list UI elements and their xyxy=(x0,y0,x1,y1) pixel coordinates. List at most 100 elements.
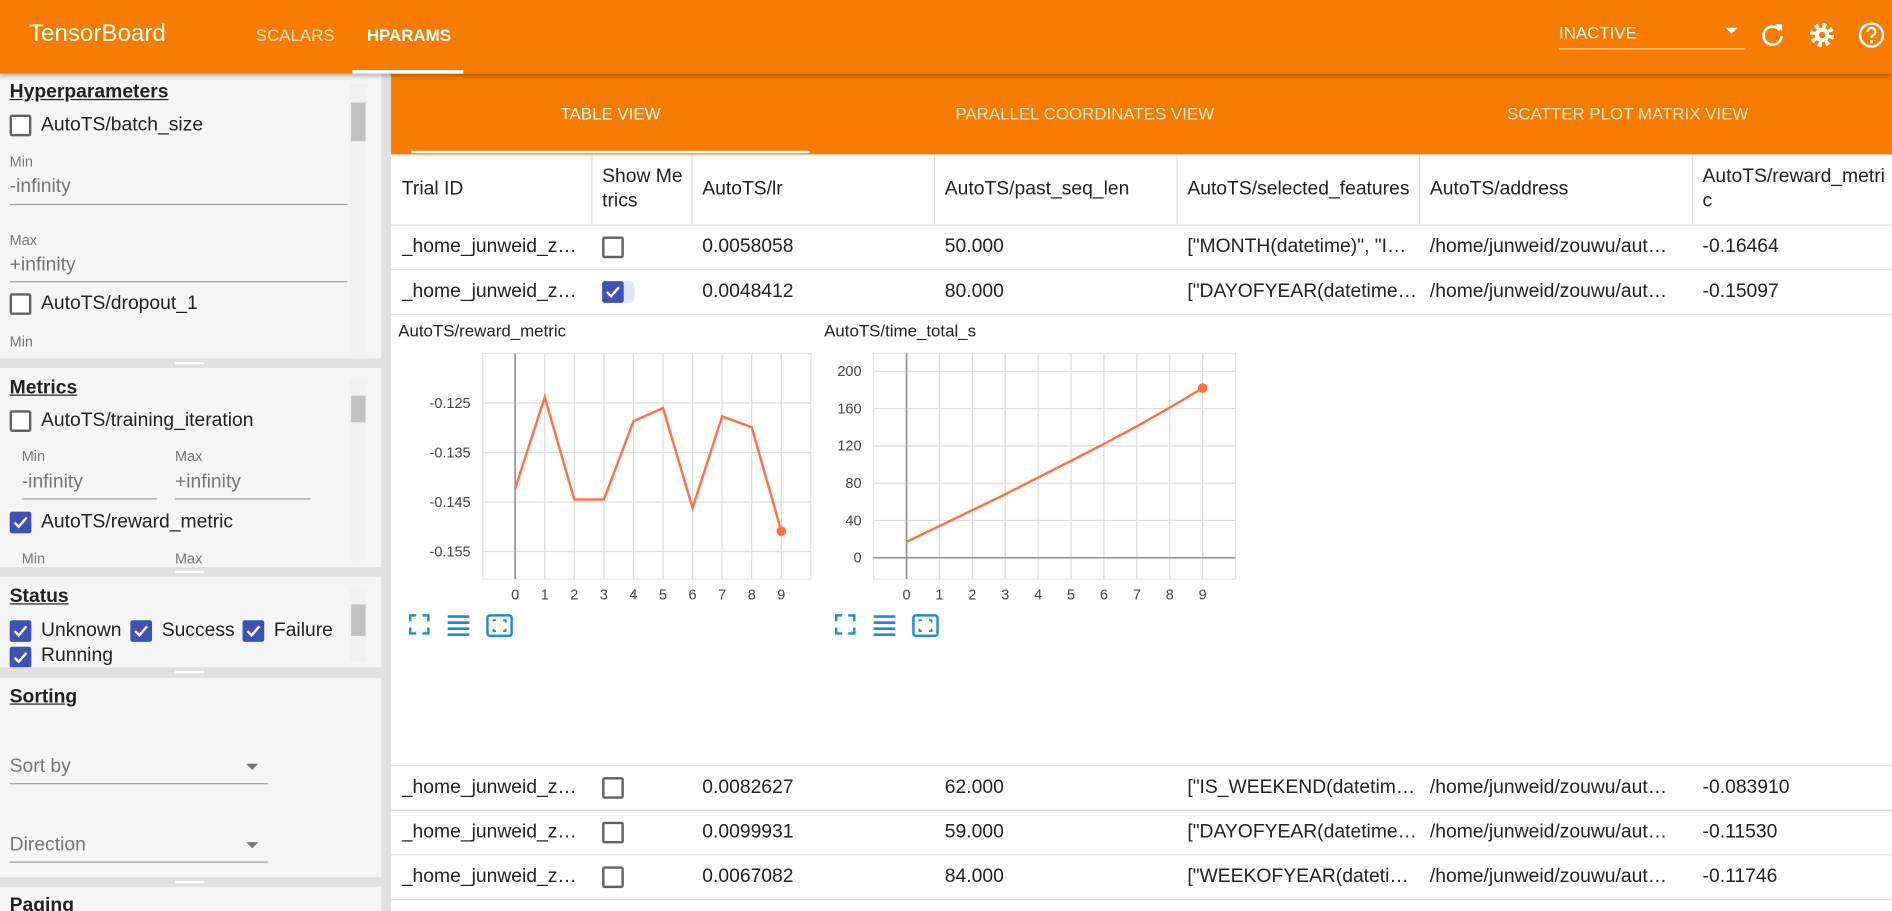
scroll-thumb[interactable] xyxy=(351,102,366,142)
dropdown-arrow xyxy=(246,842,259,849)
tab-indicator xyxy=(411,150,810,154)
hyperparameters-section: Hyperparameters AutoTS/batch_size Min -i… xyxy=(0,74,382,359)
fit-domain-button[interactable] xyxy=(486,614,513,638)
show-metrics-checkbox[interactable] xyxy=(602,281,624,303)
table-header-row xyxy=(390,154,1892,226)
select-underline xyxy=(1558,48,1746,50)
tab-active[interactable]: HPARAMS xyxy=(366,25,451,45)
column-header[interactable]: AutoTS/lr xyxy=(702,178,783,200)
row-divider xyxy=(390,765,1892,767)
column-header[interactable]: AutoTS/reward_metric xyxy=(1702,166,1885,212)
view-tab[interactable]: SCATTER PLOT MATRIX VIEW xyxy=(1507,103,1749,124)
checkbox[interactable] xyxy=(9,646,32,668)
x-tick-label: 1 xyxy=(935,588,943,604)
direction-select[interactable]: Direction xyxy=(9,834,86,856)
column-header[interactable]: AutoTS/past_seq_len xyxy=(944,178,1130,200)
field-label: Max xyxy=(9,231,38,249)
column-header[interactable]: AutoTS/address xyxy=(1429,178,1569,200)
column-header[interactable]: Trial ID xyxy=(401,178,464,200)
field-label: Max xyxy=(174,550,203,568)
icon xyxy=(912,614,939,638)
x-tick-label: 8 xyxy=(748,588,756,604)
metric-label: AutoTS/reward_metric xyxy=(41,511,234,533)
field-label: Max xyxy=(174,447,203,465)
max-input[interactable]: +infinity xyxy=(9,254,76,276)
x-tick-label: 4 xyxy=(629,588,637,604)
column-header[interactable]: AutoTS/selected_features xyxy=(1187,178,1410,200)
check-path xyxy=(246,625,261,638)
x-tick-label: 2 xyxy=(570,588,578,604)
row-divider xyxy=(390,313,1892,315)
row-divider xyxy=(390,269,1892,271)
column-header[interactable]: Show Metrics xyxy=(602,166,683,212)
status-section: Status Unknown Success Failure Running xyxy=(0,576,382,668)
input-underline xyxy=(21,498,157,500)
fit-domain-button[interactable] xyxy=(912,614,939,638)
log-scale-button[interactable] xyxy=(873,615,896,637)
resize-handle[interactable] xyxy=(0,667,382,679)
field-label: Min xyxy=(9,333,33,350)
metric-chart: AutoTS/time_total_s 0 40 80 120 160 200 0 1 2 3 4 5 6… xyxy=(824,322,1237,638)
show-metrics-checkbox[interactable] xyxy=(602,777,624,799)
resize-handle[interactable] xyxy=(0,877,382,887)
hparam-label: AutoTS/dropout_1 xyxy=(41,293,198,314)
x-tick-label: 3 xyxy=(1001,588,1009,604)
column-divider xyxy=(1691,154,1693,225)
check-mark xyxy=(13,516,28,529)
refresh-icon[interactable] xyxy=(1758,21,1787,50)
show-metrics-checkbox[interactable] xyxy=(602,236,624,259)
row-divider xyxy=(390,898,1892,901)
y-tick-label: 40 xyxy=(845,513,861,529)
settings-icon[interactable] xyxy=(1808,21,1837,50)
metric-chart: AutoTS/reward_metric -0.125 -0.135 -0.145 -0… xyxy=(398,322,812,638)
sort-by-select[interactable]: Sort by xyxy=(9,756,71,778)
resize-handle[interactable] xyxy=(0,358,382,369)
checkbox[interactable] xyxy=(242,620,265,642)
view-tab-active[interactable]: TABLE VIEW xyxy=(560,103,661,124)
table-cell: _home_junweid_z… xyxy=(401,777,577,798)
checkbox[interactable] xyxy=(130,620,153,642)
scroll-thumb[interactable] xyxy=(351,395,366,423)
checkbox[interactable] xyxy=(9,410,32,432)
row-divider xyxy=(390,854,1892,856)
show-metrics-checkbox[interactable] xyxy=(602,866,624,889)
resize-handle[interactable] xyxy=(0,567,382,577)
metrics-section: Metrics AutoTS/training_iteration Min Ma… xyxy=(0,368,382,568)
x-tick-label: 9 xyxy=(1199,588,1207,604)
checkbox[interactable] xyxy=(9,620,32,642)
status-label: Success xyxy=(161,620,235,641)
column-divider xyxy=(1176,154,1178,225)
sidebar: Hyperparameters AutoTS/batch_size Min -i… xyxy=(0,73,382,911)
y-tick-label: 160 xyxy=(837,401,861,417)
checkbox[interactable] xyxy=(9,114,32,137)
scrollbar[interactable] xyxy=(349,380,367,562)
fullscreen-button[interactable] xyxy=(834,614,856,635)
help-icon[interactable] xyxy=(1857,21,1886,50)
tab[interactable]: SCALARS xyxy=(255,25,335,45)
scroll-thumb[interactable] xyxy=(351,604,366,636)
view-tab[interactable]: PARALLEL COORDINATES VIEW xyxy=(955,103,1215,124)
table-cell: 50.000 xyxy=(944,236,1004,258)
view-tabs: TABLE VIEW PARALLEL COORDINATES VIEW SCA… xyxy=(390,73,1892,155)
y-tick-label: 120 xyxy=(837,439,861,455)
x-tick-label: 7 xyxy=(718,588,726,604)
show-metrics-checkbox[interactable] xyxy=(602,821,624,844)
max-input[interactable]: +infinity xyxy=(174,471,241,493)
fullscreen-button[interactable] xyxy=(409,614,430,635)
log-scale-button[interactable] xyxy=(447,615,470,637)
scrollbar[interactable] xyxy=(349,84,367,353)
checkbox[interactable] xyxy=(9,511,32,534)
y-tick-label: -0.155 xyxy=(430,544,471,560)
x-tick-label: 5 xyxy=(1067,588,1075,604)
min-input[interactable]: -infinity xyxy=(21,471,83,493)
x-tick-label: 3 xyxy=(600,588,608,604)
min-input[interactable]: -infinity xyxy=(9,176,71,197)
run-select[interactable]: INACTIVE xyxy=(1558,22,1637,43)
checkbox[interactable] xyxy=(9,293,32,315)
icon xyxy=(492,619,507,632)
sorting-section: Sorting Sort by Direction xyxy=(0,678,382,878)
splitter[interactable] xyxy=(381,73,391,911)
x-tick-label: 6 xyxy=(689,588,697,604)
x-tick-label: 8 xyxy=(1166,588,1174,604)
